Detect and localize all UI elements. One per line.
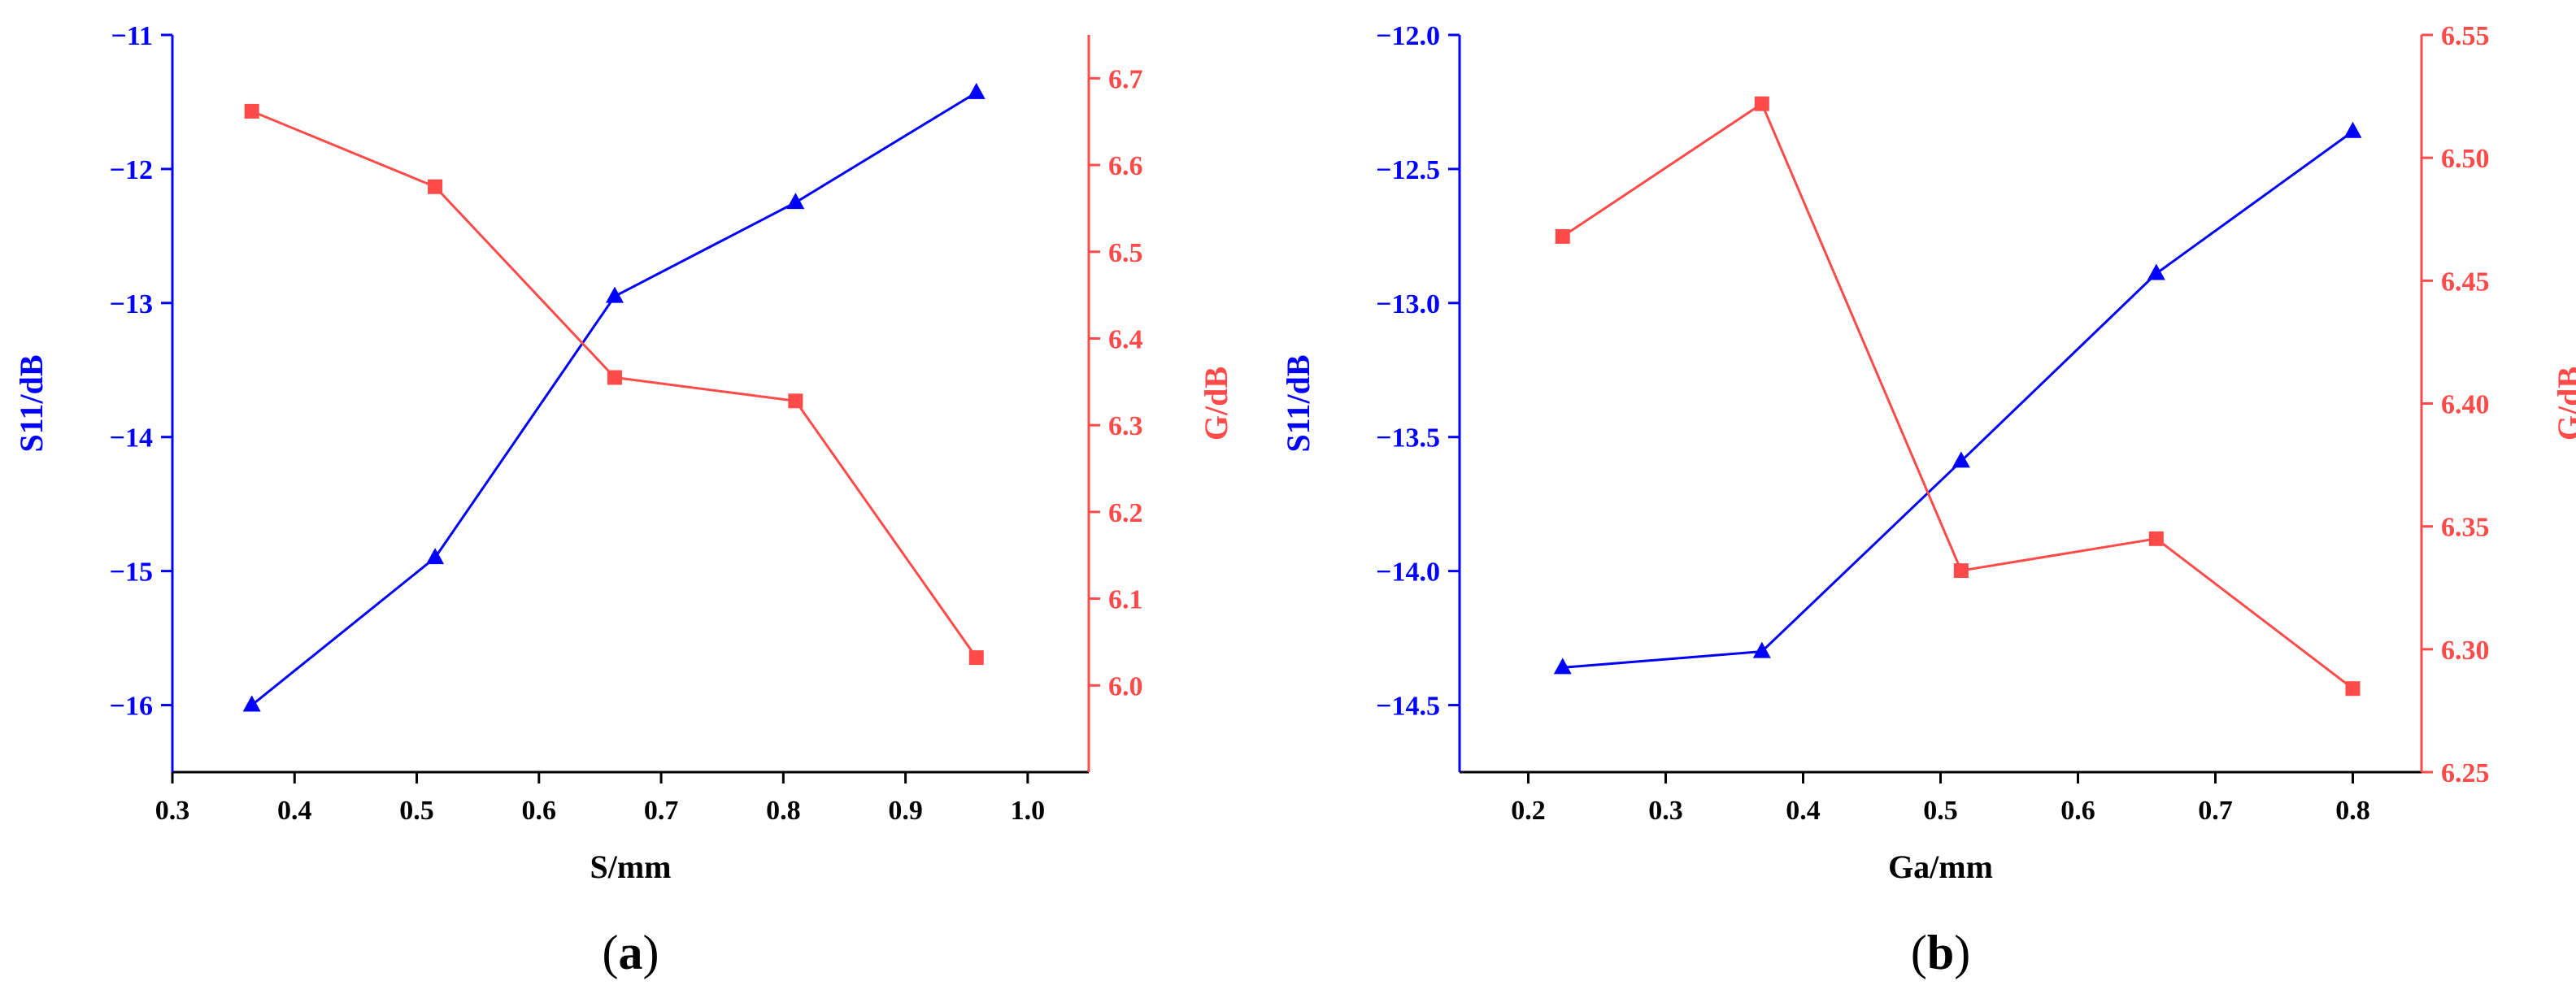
panel-label-open: ( [1911, 926, 1927, 979]
x-tick-label: 0.8 [2335, 796, 2370, 826]
x-tick-label: 0.2 [1511, 796, 1546, 826]
x-tick-label: 0.9 [888, 796, 923, 826]
gain-data-point [244, 103, 259, 119]
panel-label-open: ( [603, 926, 619, 979]
x-tick-label: 0.6 [2060, 796, 2095, 826]
gain-data-point [2345, 681, 2361, 697]
left-y-tick-label: −16 [110, 692, 153, 722]
left-y-tick-label: −12.0 [1376, 21, 1440, 51]
gain-data-point [1754, 96, 1769, 111]
left-y-axis-title: S11/dB [13, 354, 50, 452]
x-tick-label: 0.7 [644, 796, 679, 826]
panel-a: 0.3 0.4 0.5 0.6 0.7 0.8 0.9 1.0 −11 −12 −13 −14 −15 −… [13, 21, 1234, 979]
left-y-tick-label: −12.5 [1376, 155, 1440, 185]
x-tick-label: 0.8 [766, 796, 801, 826]
x-axis-title: Ga/mm [1888, 849, 1993, 885]
s11-data-point [2147, 263, 2165, 280]
x-tick-label: 0.4 [277, 796, 312, 826]
panel-label-letter: b [1927, 926, 1954, 979]
left-y-tick-label: −13.0 [1376, 289, 1440, 319]
s11-data-point [426, 548, 445, 565]
s11-data-point [1952, 451, 1970, 468]
left-y-tick-label: −14.0 [1376, 558, 1440, 588]
left-y-tick-label: −15 [110, 558, 153, 588]
right-y-tick-label: 6.5 [1108, 238, 1143, 268]
x-axis-title: S/mm [590, 849, 672, 885]
right-y-tick-label: 6.50 [2441, 144, 2490, 174]
s11-series-line [1562, 130, 2354, 669]
x-tick-label: 0.7 [2198, 796, 2233, 826]
x-tick-label: 0.3 [1648, 796, 1683, 826]
panel-label: (b) [1911, 926, 1970, 979]
right-y-tick-label: 6.30 [2441, 636, 2490, 666]
panel-label-close: ) [1954, 926, 1970, 979]
panel-label-close: ) [643, 926, 659, 979]
right-y-tick-label: 6.40 [2441, 390, 2490, 420]
left-y-tick-label: −12 [110, 155, 153, 185]
gain-data-point [607, 370, 622, 385]
s11-series-line [250, 91, 977, 706]
right-y-tick-label: 6.3 [1108, 411, 1143, 441]
left-y-tick-label: −13 [110, 289, 153, 319]
right-y-tick-label: 6.35 [2441, 513, 2490, 543]
gain-data-point [428, 179, 443, 194]
right-y-tick-label: 6.7 [1108, 64, 1143, 94]
right-y-tick-label: 6.2 [1108, 498, 1143, 528]
s11-data-point [242, 695, 261, 712]
s11-data-point [605, 286, 624, 303]
gain-data-point [788, 393, 803, 409]
x-tick-label: 1.0 [1011, 796, 1046, 826]
gain-data-point [1953, 563, 1969, 579]
gain-series-line [1561, 102, 2354, 690]
left-y-tick-label: −14 [110, 423, 153, 454]
panel-b: 0.2 0.3 0.4 0.5 0.6 0.7 0.8 −12.0 −12.5 −13.0 −13.… [1280, 21, 2576, 979]
gain-data-point [2148, 531, 2164, 546]
s11-data-point [1752, 641, 1771, 658]
left-y-tick-label: −13.5 [1376, 423, 1440, 454]
gain-data-point [968, 650, 984, 666]
left-y-tick-label: −11 [111, 21, 154, 51]
right-y-tick-label: 6.0 [1108, 671, 1143, 701]
right-y-tick-label: 6.45 [2441, 267, 2490, 297]
left-y-tick-label: −14.5 [1376, 692, 1440, 722]
left-y-axis-title: S11/dB [1280, 354, 1316, 452]
s11-data-point [2343, 121, 2362, 138]
right-y-tick-label: 6.25 [2441, 758, 2490, 788]
s11-data-point [967, 82, 986, 99]
right-y-tick-label: 6.4 [1108, 324, 1143, 354]
x-tick-label: 0.3 [155, 796, 190, 826]
s11-data-point [786, 193, 805, 210]
right-y-axis-title: G/dB [2551, 367, 2576, 441]
panel-label: (a) [603, 926, 659, 979]
x-tick-label: 0.6 [522, 796, 557, 826]
s11-data-point [1553, 658, 1572, 675]
right-y-tick-label: 6.1 [1108, 585, 1143, 615]
right-y-tick-label: 6.55 [2441, 21, 2490, 51]
x-tick-label: 0.4 [1786, 796, 1821, 826]
panel-label-letter: a [619, 926, 643, 979]
right-y-axis-title: G/dB [1198, 367, 1234, 441]
gain-data-point [1555, 228, 1570, 244]
x-tick-label: 0.5 [399, 796, 434, 826]
right-y-tick-label: 6.6 [1108, 151, 1143, 181]
x-tick-label: 0.5 [1923, 796, 1958, 826]
